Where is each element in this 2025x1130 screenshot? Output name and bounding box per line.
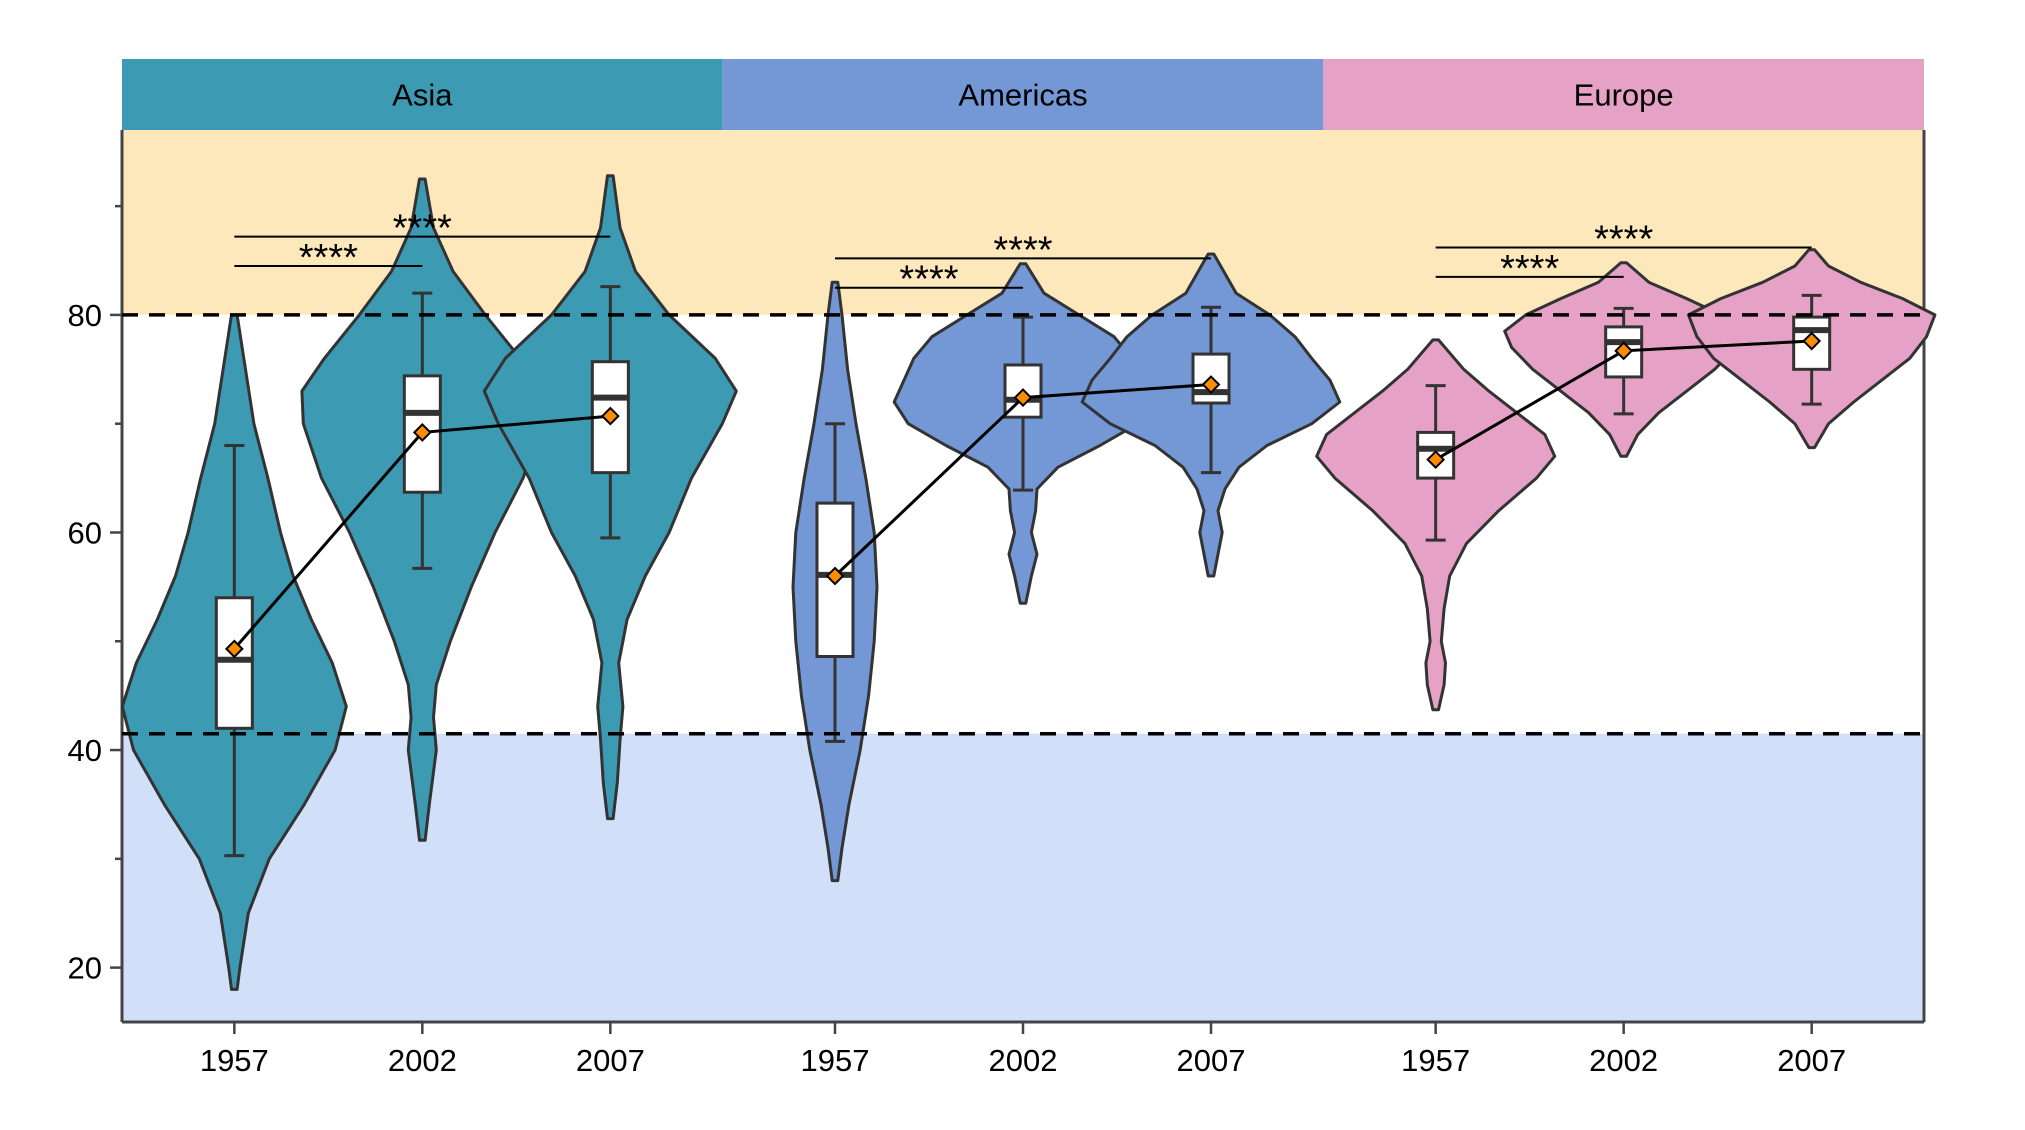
y-tick-label-80: 80 [68, 298, 102, 333]
x-tick-label-americas-2002: 2002 [989, 1043, 1058, 1078]
y-tick-label-60: 60 [68, 515, 102, 550]
x-tick-label-americas-2007: 2007 [1177, 1043, 1246, 1078]
box-asia-1957 [214, 596, 254, 730]
mean-marker-europe-2002 [1614, 341, 1634, 361]
significance-label-asia-1957-2007: **** [393, 208, 452, 250]
x-tick-label-asia-2002: 2002 [388, 1043, 457, 1078]
significance-label-europe-1957-2007: **** [1594, 218, 1653, 260]
mean-marker-asia-2002 [412, 422, 432, 442]
facet-strip-europe [1323, 59, 1924, 130]
significance-label-americas-1957-2002: **** [899, 259, 958, 301]
mean-marker-americas-2002 [1013, 388, 1033, 408]
facet-strip-asia [122, 59, 723, 130]
facet-strip-americas [722, 59, 1324, 130]
significance-label-asia-1957-2002: **** [299, 237, 358, 279]
mean-marker-europe-1957 [1426, 450, 1446, 470]
x-tick-label-asia-2007: 2007 [576, 1043, 645, 1078]
x-tick-label-asia-1957: 1957 [200, 1043, 269, 1078]
x-tick-label-americas-1957: 1957 [801, 1043, 870, 1078]
x-tick-label-europe-1957: 1957 [1401, 1043, 1470, 1078]
significance-label-europe-1957-2002: **** [1500, 248, 1559, 290]
mean-marker-americas-2007 [1201, 375, 1221, 394]
mean-marker-asia-1957 [224, 639, 244, 659]
background-band-1 [122, 733, 1924, 1022]
mean-marker-americas-1957 [825, 566, 845, 586]
y-tick-label-20: 20 [68, 951, 102, 986]
facet-label-europe: Europe [1574, 78, 1674, 113]
y-tick-label-40: 40 [68, 733, 102, 768]
x-tick-label-europe-2002: 2002 [1589, 1043, 1658, 1078]
significance-label-americas-1957-2007: **** [993, 229, 1052, 271]
mean-marker-europe-2007 [1802, 331, 1822, 351]
mean-marker-asia-2007 [600, 406, 620, 426]
facet-label-americas: Americas [958, 78, 1087, 113]
facet-label-asia: Asia [392, 78, 453, 113]
x-tick-label-europe-2007: 2007 [1777, 1043, 1846, 1078]
